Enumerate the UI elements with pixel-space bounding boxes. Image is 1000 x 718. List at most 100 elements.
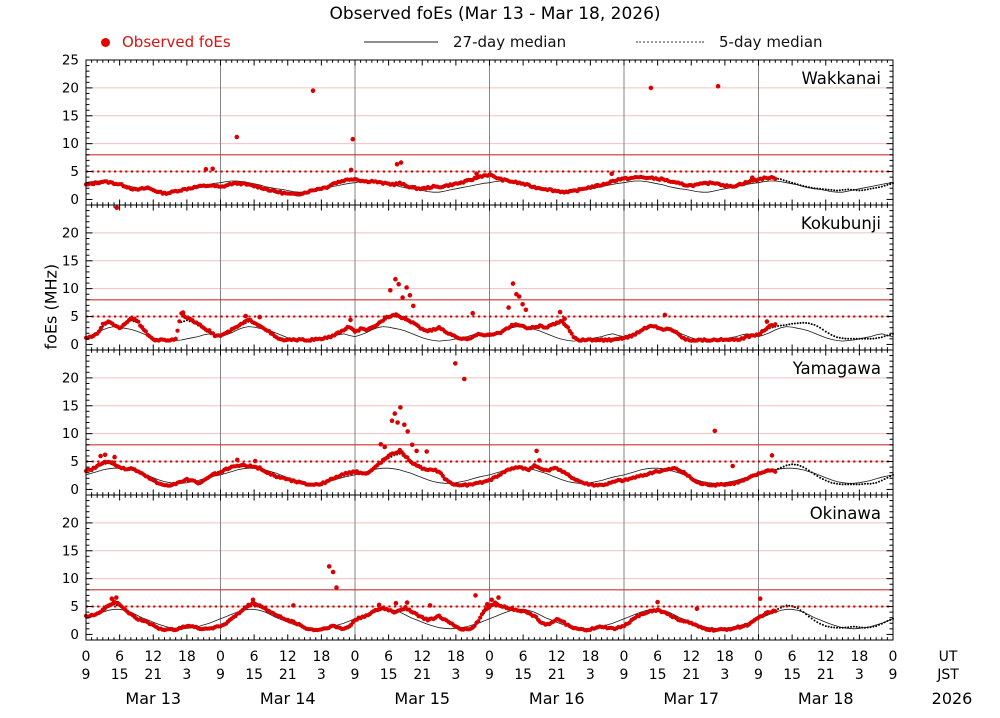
- ut-hour-label: 18: [716, 649, 734, 665]
- red-dot-icon: [101, 37, 110, 47]
- ut-hour-label: 0: [754, 649, 763, 665]
- jst-hour-label: 3: [720, 667, 729, 683]
- y-tick-label: 10: [62, 426, 79, 442]
- ut-hour-label: 12: [548, 649, 566, 665]
- dotted-line-icon: [636, 41, 704, 43]
- ut-axis-label: UT: [939, 649, 958, 665]
- y-tick-label: 5: [70, 164, 79, 180]
- date-label: Mar 16: [529, 689, 585, 708]
- y-tick-label: 20: [62, 370, 79, 386]
- date-label: Mar 15: [394, 689, 450, 708]
- y-tick-label: 20: [62, 80, 79, 96]
- ut-hour-label: 6: [115, 649, 124, 665]
- chart-title: Observed foEs (Mar 13 - Mar 18, 2026): [329, 4, 661, 24]
- jst-hour-label: 9: [889, 667, 898, 683]
- date-label: Mar 18: [798, 689, 854, 708]
- jst-hour-label: 3: [317, 667, 326, 683]
- ut-hour-label: 12: [413, 649, 431, 665]
- station-label: Okinawa: [810, 504, 881, 523]
- y-tick-label: 0: [70, 482, 79, 498]
- panel-yamagawa: 0 5 10 15 20 Yamagawa: [62, 349, 894, 498]
- jst-hour-label: 21: [413, 667, 431, 683]
- ut-hour-label: 6: [250, 649, 259, 665]
- jst-hour-label: 3: [586, 667, 595, 683]
- y-tick-label: 20: [62, 515, 79, 531]
- y-tick-label: 15: [62, 253, 79, 269]
- ut-hour-label: 6: [653, 649, 662, 665]
- y-tick-label: 15: [62, 108, 79, 124]
- panel-wakkanai: 0 5 10 15 20 25 Wakkanai: [62, 53, 894, 208]
- ut-hour-label: 0: [351, 649, 360, 665]
- date-label: Mar 13: [125, 689, 181, 708]
- jst-hour-label: 9: [216, 667, 225, 683]
- jst-hour-label: 9: [485, 667, 494, 683]
- ut-hour-label: 0: [216, 649, 225, 665]
- ut-hour-label: 18: [850, 649, 868, 665]
- ut-hour-label: 12: [682, 649, 700, 665]
- y-tick-label: 10: [62, 571, 79, 587]
- ut-hour-label: 0: [620, 649, 629, 665]
- panel-kokubunji: 0 5 10 15 20 Kokubunji: [62, 204, 894, 353]
- y-tick-label: 10: [62, 136, 79, 152]
- y-tick-label: 5: [70, 599, 79, 615]
- jst-hour-label: 9: [620, 667, 629, 683]
- station-label: Wakkanai: [802, 69, 881, 88]
- legend-5day-median: 5-day median: [636, 32, 823, 52]
- legend-observed: Observed foEs: [101, 32, 231, 52]
- x-axis-labels: 0 9 6 15 12 21 18 3 0 9 6 15 12 21 18 3 0 9 6 15 12 21 18 3 0 9 6 1…: [82, 649, 973, 708]
- legend-5day-label: 5-day median: [719, 33, 823, 51]
- y-tick-label: 5: [70, 454, 79, 470]
- jst-hour-label: 9: [754, 667, 763, 683]
- y-tick-label: 0: [70, 627, 79, 643]
- jst-hour-label: 21: [682, 667, 700, 683]
- ut-hour-label: 6: [519, 649, 528, 665]
- year-label: 2026: [932, 689, 973, 708]
- jst-hour-label: 15: [783, 667, 801, 683]
- ut-hour-label: 0: [82, 649, 91, 665]
- jst-hour-label: 21: [279, 667, 297, 683]
- station-label: Yamagawa: [792, 359, 881, 378]
- jst-hour-label: 3: [855, 667, 864, 683]
- date-label: Mar 14: [260, 689, 316, 708]
- jst-hour-label: 15: [380, 667, 398, 683]
- ut-hour-label: 12: [279, 649, 297, 665]
- ut-hour-label: 6: [788, 649, 797, 665]
- ut-hour-label: 6: [384, 649, 393, 665]
- jst-hour-label: 21: [144, 667, 162, 683]
- ut-hour-label: 18: [178, 649, 196, 665]
- station-label: Kokubunji: [801, 214, 881, 233]
- jst-hour-label: 9: [82, 667, 91, 683]
- y-tick-label: 15: [62, 543, 79, 559]
- ut-hour-label: 18: [312, 649, 330, 665]
- y-tick-label: 25: [62, 53, 79, 69]
- ut-hour-label: 18: [447, 649, 465, 665]
- date-label: Mar 17: [663, 689, 719, 708]
- jst-hour-label: 15: [111, 667, 129, 683]
- y-tick-label: 5: [70, 309, 79, 325]
- y-tick-label: 0: [70, 337, 79, 353]
- legend-observed-label: Observed foEs: [122, 33, 231, 51]
- jst-hour-label: 21: [548, 667, 566, 683]
- legend-27day-label: 27-day median: [453, 33, 567, 51]
- jst-hour-label: 15: [245, 667, 263, 683]
- ut-hour-label: 12: [817, 649, 835, 665]
- y-tick-label: 20: [62, 225, 79, 241]
- jst-hour-label: 3: [182, 667, 191, 683]
- jst-hour-label: 21: [817, 667, 835, 683]
- panel-okinawa: 0 5 10 15 20 Okinawa: [62, 494, 894, 643]
- ut-hour-label: 18: [581, 649, 599, 665]
- jst-axis-label: JST: [936, 667, 959, 683]
- y-tick-label: 15: [62, 398, 79, 414]
- jst-hour-label: 15: [514, 667, 532, 683]
- legend-27day-median: 27-day median: [364, 32, 566, 52]
- jst-hour-label: 15: [649, 667, 667, 683]
- jst-hour-label: 3: [451, 667, 460, 683]
- solid-line-icon: [364, 41, 438, 43]
- jst-hour-label: 9: [351, 667, 360, 683]
- ut-hour-label: 0: [485, 649, 494, 665]
- y-tick-label: 0: [70, 192, 79, 208]
- y-tick-label: 10: [62, 281, 79, 297]
- ut-hour-label: 12: [144, 649, 162, 665]
